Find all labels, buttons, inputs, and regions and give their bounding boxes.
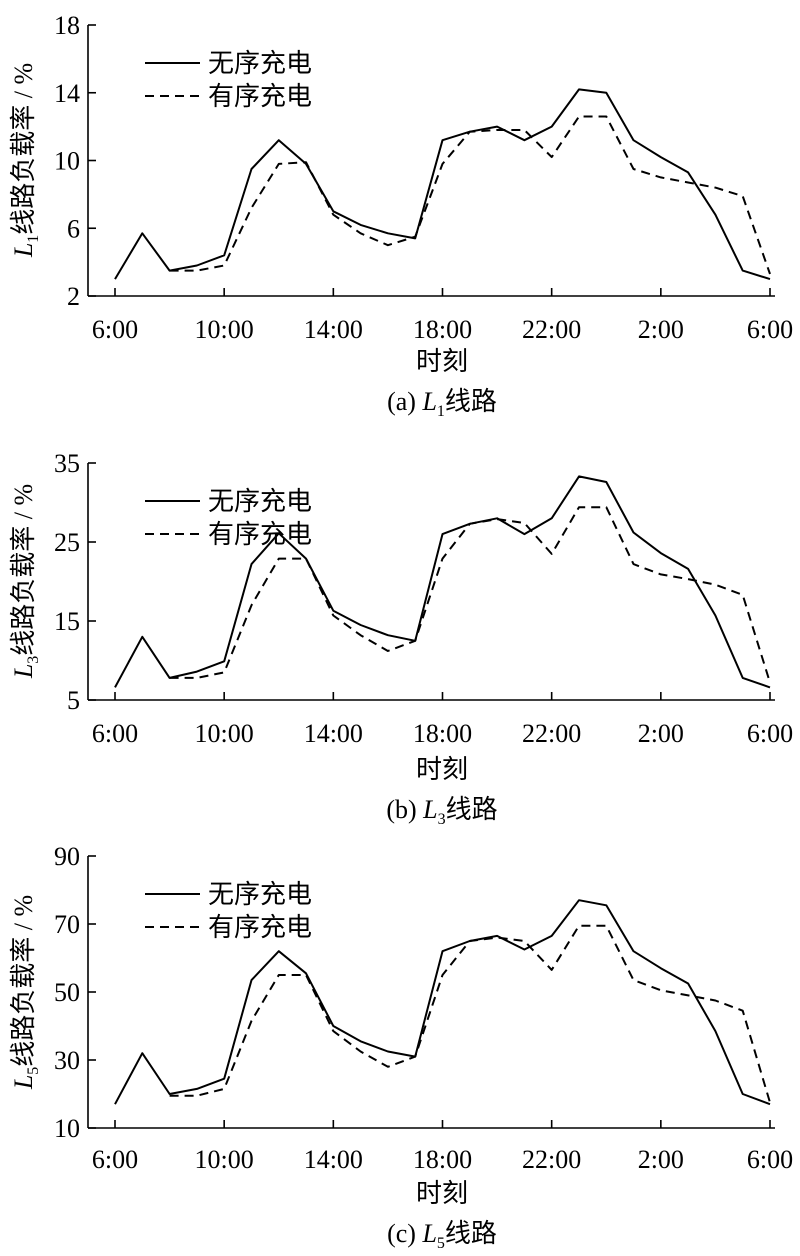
chart-panel-3: 10 30 50 70 90 6:00 10:00 14:00 18:00 22:00 2:00 6:… — [9, 842, 793, 1252]
y-axis-label-text: 线路负载率 / % — [9, 895, 38, 1067]
y-axis-label: L1线路负载率 / % — [9, 63, 42, 258]
x-tick-label: 22:00 — [522, 315, 581, 344]
panel-caption-subscript: 3 — [438, 811, 446, 828]
x-tick-label: 10:00 — [195, 1145, 254, 1174]
legend-label: 无序充电 — [208, 487, 312, 516]
y-tick-label: 25 — [54, 528, 80, 557]
x-axis-label: 时刻 — [416, 347, 468, 376]
y-axis-label-italic: L — [9, 664, 38, 679]
x-tick-label: 2:00 — [638, 719, 684, 748]
x-tick-label: 22:00 — [522, 1145, 581, 1174]
legend-label: 有序充电 — [208, 82, 312, 111]
y-axis-label-subscript: 1 — [25, 235, 42, 243]
legend-label: 无序充电 — [208, 49, 312, 78]
series-line-coordinated — [169, 506, 771, 683]
x-tick-label: 22:00 — [522, 719, 581, 748]
panel-caption-italic: L — [422, 795, 437, 824]
y-tick-label: 30 — [54, 1046, 80, 1075]
x-tick-label: 10:00 — [195, 315, 254, 344]
series-line-uncoordinated — [114, 899, 771, 1106]
x-tick-label: 6:00 — [747, 1145, 793, 1174]
x-tick-label: 10:00 — [195, 719, 254, 748]
panel-caption-prefix: (b) — [386, 795, 423, 824]
y-tick-label: 18 — [54, 11, 80, 40]
panel-caption-suffix: 线路 — [446, 795, 498, 824]
y-tick-label: 70 — [54, 910, 80, 939]
y-axis-label-italic: L — [9, 1075, 38, 1090]
x-tick-label: 6:00 — [747, 719, 793, 748]
x-tick-label: 6:00 — [92, 1145, 138, 1174]
series-line-coordinated — [169, 115, 771, 275]
x-tick-label: 2:00 — [638, 1145, 684, 1174]
x-tick-label: 18:00 — [413, 1145, 472, 1174]
x-tick-label: 6:00 — [747, 315, 793, 344]
y-axis-label-italic: L — [9, 243, 38, 258]
y-axis-label-subscript: 3 — [25, 656, 42, 664]
x-tick-label: 14:00 — [304, 1145, 363, 1174]
y-tick-label: 10 — [54, 1114, 80, 1143]
y-tick-label: 2 — [67, 282, 80, 311]
x-tick-label: 6:00 — [92, 719, 138, 748]
y-axis-label: L5线路负载率 / % — [9, 895, 42, 1090]
chart-panel-1: 2 6 10 14 18 6:00 10:00 14:00 18:00 22:00 2:00 6:00… — [9, 11, 793, 420]
legend-label: 有序充电 — [208, 913, 312, 942]
x-axis-label: 时刻 — [416, 755, 468, 784]
panel-caption-subscript: 5 — [437, 1235, 445, 1252]
x-axis-label: 时刻 — [416, 1179, 468, 1208]
x-tick-label: 14:00 — [304, 315, 363, 344]
panel-caption: (b) L3线路 — [386, 795, 497, 828]
panel-caption-subscript: 1 — [437, 403, 445, 420]
series-line-uncoordinated — [114, 88, 771, 281]
chart-panel-2: 5 15 25 35 6:00 10:00 14:00 18:00 22:00 2:00 6:00 时… — [9, 449, 793, 828]
x-tick-label: 6:00 — [92, 315, 138, 344]
y-axis-label-text: 线路负载率 / % — [9, 484, 38, 656]
x-tick-label: 14:00 — [304, 719, 363, 748]
x-tick-label: 2:00 — [638, 315, 684, 344]
y-axis-label-text: 线路负载率 / % — [9, 63, 38, 235]
y-tick-label: 90 — [54, 842, 80, 871]
y-axis-label: L3线路负载率 / % — [9, 484, 42, 679]
panel-caption-suffix: 线路 — [445, 1219, 497, 1248]
x-tick-label: 18:00 — [413, 719, 472, 748]
y-tick-label: 10 — [54, 147, 80, 176]
y-tick-label: 6 — [67, 214, 80, 243]
y-tick-label: 15 — [54, 607, 80, 636]
legend-label: 无序充电 — [208, 880, 312, 909]
series-line-uncoordinated — [114, 475, 771, 689]
x-tick-label: 18:00 — [413, 315, 472, 344]
panel-caption-suffix: 线路 — [445, 387, 497, 416]
panel-caption-italic: L — [421, 387, 436, 416]
y-tick-label: 5 — [67, 686, 80, 715]
panel-caption-prefix: (a) — [387, 387, 422, 416]
y-tick-label: 14 — [54, 79, 80, 108]
y-axis-label-subscript: 5 — [25, 1067, 42, 1075]
series-line-coordinated — [169, 924, 771, 1103]
panel-caption-italic: L — [421, 1219, 436, 1248]
panel-caption: (a) L1线路 — [387, 387, 497, 420]
y-tick-label: 50 — [54, 978, 80, 1007]
panel-caption: (c) L5线路 — [387, 1219, 497, 1252]
y-tick-label: 35 — [54, 449, 80, 478]
panel-caption-prefix: (c) — [387, 1219, 422, 1248]
legend-label: 有序充电 — [208, 520, 312, 549]
